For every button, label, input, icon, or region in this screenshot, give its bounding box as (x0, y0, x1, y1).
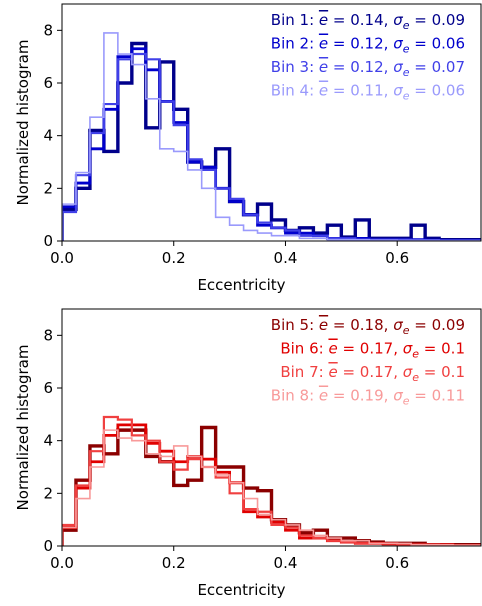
y-tick-label: 0 (43, 232, 53, 250)
histogram-series-5 (62, 425, 481, 546)
y-tick-label: 0 (43, 537, 53, 555)
x-tick-label: 0.2 (162, 249, 186, 267)
legend-entry-7: Bin 7: e = 0.17, σe = 0.1 (280, 363, 465, 384)
y-tick-label: 6 (43, 74, 53, 92)
x-tick-label: 0.4 (274, 554, 298, 572)
chart-panel-1: 0.0 0.2 0.4 0.6 0 2 4 6 8 Eccentricity Normalized … (14, 3, 482, 294)
histogram-series-7 (62, 415, 481, 546)
legend-entry-4: Bin 4: e = 0.11, σe = 0.06 (271, 82, 465, 103)
y-axis-label: Normalized histogram (14, 345, 32, 511)
x-tick-label: 0.2 (162, 554, 186, 572)
y-tick-label: 8 (43, 326, 53, 344)
y-tick-label: 6 (43, 379, 53, 397)
histogram-series-8 (62, 429, 481, 546)
legend-entry-8: Bin 8: e = 0.19, σe = 0.11 (271, 387, 465, 408)
chart-panel-2: 0.0 0.2 0.4 0.6 0 2 4 6 8 Eccentricity Normalized … (14, 308, 482, 599)
legend-entry-2: Bin 2: e = 0.12, σe = 0.06 (271, 35, 465, 56)
x-tick-label: 0.4 (274, 249, 298, 267)
x-tick-label: 0.0 (50, 249, 74, 267)
x-axis-label: Eccentricity (197, 581, 285, 599)
x-axis-label: Eccentricity (197, 276, 285, 294)
x-tick-label: 0.6 (385, 249, 409, 267)
y-tick-label: 2 (43, 484, 53, 502)
axes-frame (61, 3, 482, 242)
x-tick-label: 0.0 (50, 554, 74, 572)
legend-entry-3: Bin 3: e = 0.12, σe = 0.07 (271, 58, 465, 79)
y-tick-label: 4 (43, 127, 53, 145)
legend-entry-5: Bin 5: e = 0.18, σe = 0.09 (271, 316, 465, 337)
y-tick-label: 8 (43, 21, 53, 39)
y-axis-label: Normalized histogram (14, 40, 32, 206)
axes-frame (61, 308, 482, 547)
legend-entry-6: Bin 6: e = 0.17, σe = 0.1 (280, 340, 465, 361)
histogram-series-4 (62, 32, 481, 241)
x-tick-label: 0.6 (385, 554, 409, 572)
histogram-series-6 (62, 423, 481, 546)
y-tick-label: 2 (43, 179, 53, 197)
legend-entry-1: Bin 1: e = 0.14, σe = 0.09 (271, 11, 465, 32)
y-tick-label: 4 (43, 432, 53, 450)
